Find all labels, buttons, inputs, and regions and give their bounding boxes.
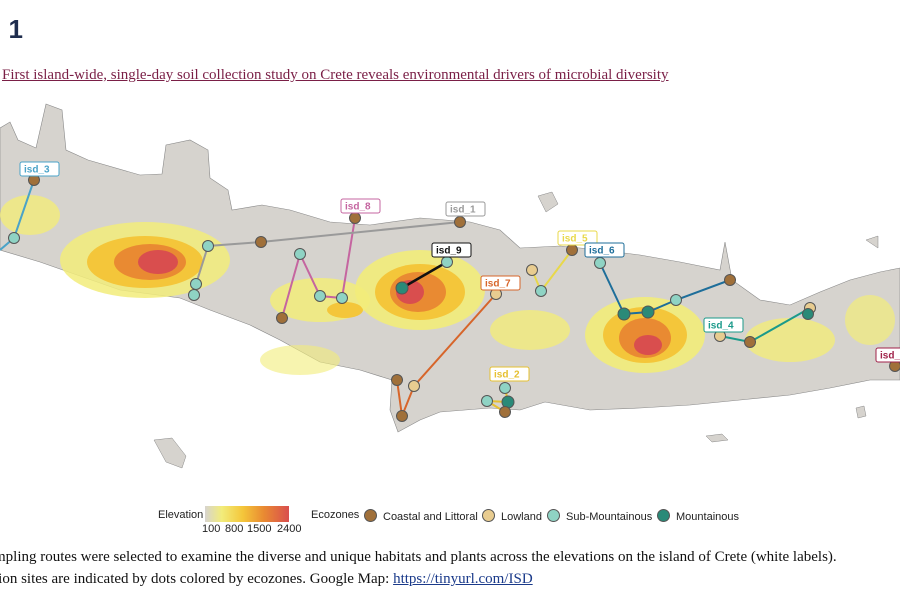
route-label-box	[557, 230, 598, 246]
route-label-box	[19, 161, 60, 177]
ecozone-dot	[547, 509, 560, 522]
route-label-box	[340, 198, 381, 214]
route-label-text: isd_1	[450, 205, 476, 216]
route-label-isd-2: isd_2	[489, 366, 530, 382]
route-label-text: isd_4	[708, 321, 734, 332]
route-label-box	[480, 275, 521, 291]
route-label-text: isd_6	[589, 246, 615, 257]
elevation-tick: 800	[225, 523, 244, 535]
ecozone-mountainous: Mountainous	[657, 509, 739, 523]
elevation-shading	[0, 195, 895, 375]
ecozone-dot	[482, 509, 495, 522]
route-isd-2	[486, 387, 510, 413]
elevation-tick: 100	[202, 523, 221, 535]
map-legend: Elevation 100 800 1500 2400 Ecozones Coa…	[0, 502, 900, 542]
figure-caption: mpling routes were selected to examine t…	[0, 546, 837, 590]
route-label-text: isd_9	[436, 246, 462, 257]
route-label-text: isd_8	[345, 202, 371, 213]
route-label-box	[703, 317, 744, 333]
route-label-text: isd_	[880, 351, 900, 362]
headline-link[interactable]: First island-wide, single-day soil colle…	[2, 67, 669, 83]
elevation-tick: 1500	[247, 523, 272, 535]
caption-line-2: tion sites are indicated by dots colored…	[0, 568, 837, 590]
ecozone-label: Lowland	[501, 511, 542, 523]
route-label-box	[875, 347, 900, 363]
route-label-isd-3: isd_3	[19, 161, 60, 177]
ecozone-coastal: Coastal and Littoral	[364, 509, 478, 523]
ecozone-sub-mountainous: Sub-Mountainous	[547, 509, 652, 523]
elevation-legend-title: Elevation	[158, 509, 204, 521]
sampling-sites	[8, 174, 900, 422]
figure-number: . 1	[0, 14, 23, 44]
route-label-text: isd_2	[494, 370, 520, 381]
route-isd-9	[401, 260, 448, 290]
elevation-tick: 2400	[277, 523, 302, 535]
ecozone-lowland: Lowland	[482, 509, 542, 523]
elevation-gradient	[205, 506, 289, 522]
caption-line-2-text: tion sites are indicated by dots colored…	[0, 571, 394, 587]
route-label-box	[445, 201, 486, 217]
route-label-isd-1: isd_1	[445, 201, 486, 217]
route-label-text: isd_7	[485, 279, 511, 290]
route-label-box	[431, 242, 472, 258]
route-label-isd-8: isd_8	[340, 198, 381, 214]
route-isd-7	[396, 293, 497, 420]
route-label-isd-5: isd_5	[557, 230, 598, 246]
route-label-isd-6: isd_6	[584, 242, 625, 258]
ecozone-dot	[657, 509, 670, 522]
route-label-isd-4: isd_4	[703, 317, 744, 333]
ecozone-dot	[364, 509, 377, 522]
ecozone-label: Coastal and Littoral	[383, 511, 478, 523]
ecozones-legend-title: Ecozones	[311, 509, 360, 521]
caption-line-1: mpling routes were selected to examine t…	[0, 549, 837, 565]
route-label-isd-: isd_	[875, 347, 900, 363]
google-map-link[interactable]: https://tinyurl.com/ISD	[393, 571, 533, 587]
ecozone-label: Mountainous	[676, 511, 739, 523]
route-label-box	[584, 242, 625, 258]
route-label-isd-7: isd_7	[480, 275, 521, 291]
route-label-box	[489, 366, 530, 382]
route-label-text: isd_3	[24, 165, 50, 176]
ecozone-label: Sub-Mountainous	[566, 511, 653, 523]
route-label-isd-9: isd_9	[431, 242, 472, 258]
route-label-text: isd_5	[562, 234, 588, 245]
